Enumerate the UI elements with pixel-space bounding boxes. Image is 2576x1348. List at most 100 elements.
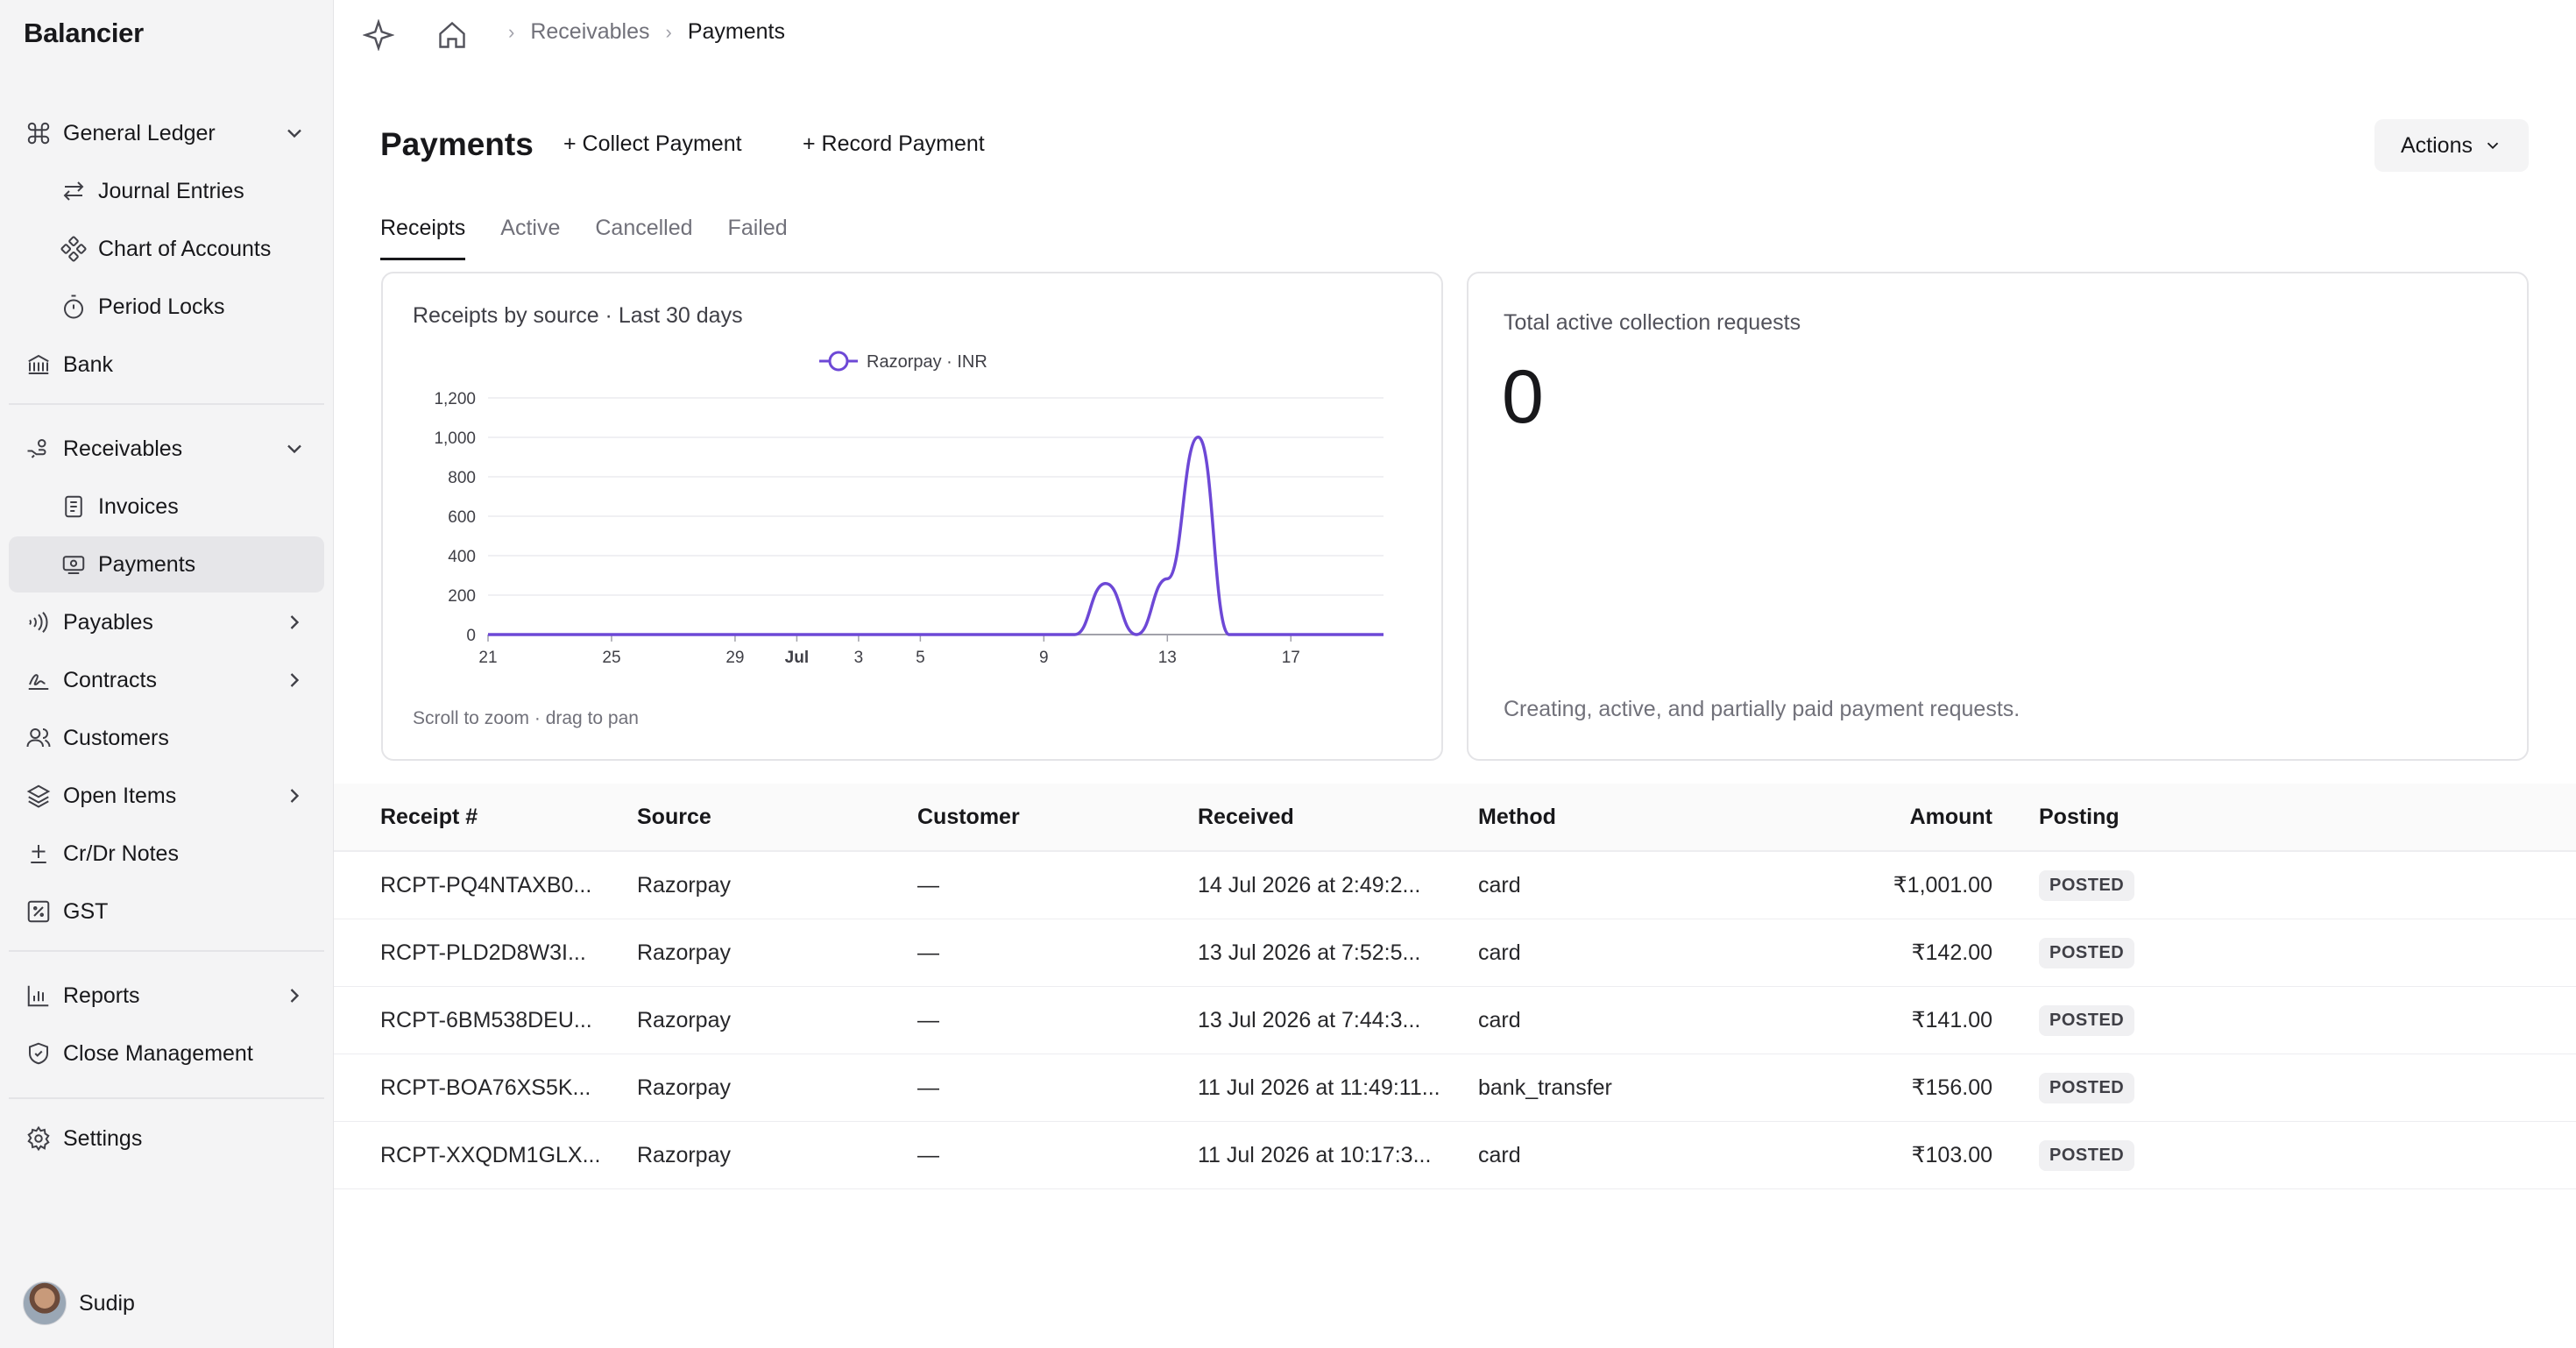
sidebar-item-journal-entries[interactable]: Journal Entries (9, 163, 324, 219)
chevron-right-icon[interactable] (282, 983, 307, 1008)
cell-method: card (1478, 1007, 1521, 1032)
signature-icon (25, 666, 53, 694)
chevron-right-icon: › (665, 20, 672, 43)
home-icon[interactable] (436, 19, 468, 51)
sidebar-item-open-items[interactable]: Open Items (9, 768, 324, 824)
sidebar-item-label: Cr/Dr Notes (63, 841, 179, 866)
sidebar-item-settings[interactable]: Settings (9, 1110, 324, 1167)
sidebar-item-payables[interactable]: Payables (9, 594, 324, 650)
document-icon (60, 493, 88, 521)
x-tick-label: 17 (1282, 649, 1300, 667)
table-row[interactable]: RCPT-BOA76XS5K... Razorpay — 11 Jul 2026 at… (334, 1054, 2576, 1122)
sidebar-item-payments[interactable]: Payments (9, 536, 324, 592)
breadcrumb-current: Payments (687, 19, 786, 44)
cell-amount: ₹156.00 (1911, 1075, 1992, 1100)
chevron-right-icon[interactable] (282, 610, 307, 635)
sidebar-item-label: Reports (63, 983, 140, 1008)
plus-minus-icon (25, 840, 53, 868)
breadcrumb: › Receivables › Payments (492, 19, 785, 45)
sidebar-item-contracts[interactable]: Contracts (9, 652, 324, 708)
y-tick-label: 1,000 (434, 429, 476, 448)
status-badge: POSTED (2039, 1139, 2135, 1171)
table-header: Receipt # Source Customer Received Metho… (334, 784, 2576, 852)
chevron-right-icon[interactable] (282, 784, 307, 808)
cell-method: card (1478, 940, 1521, 965)
cell-customer: — (917, 872, 939, 897)
sidebar-item-close-management[interactable]: Close Management (9, 1025, 324, 1082)
chevron-down-icon[interactable] (282, 436, 307, 461)
sidebar-item-label: Settings (63, 1125, 143, 1151)
sidebar-item-invoices[interactable]: Invoices (9, 479, 324, 535)
percent-square-icon (25, 897, 53, 926)
column-header-method[interactable]: Method (1478, 804, 1556, 829)
sidebar-item-label: GST (63, 898, 109, 924)
stat-footnote: Creating, active, and partially paid pay… (1504, 697, 2020, 721)
command-icon (25, 119, 53, 147)
y-tick-label: 1,200 (434, 390, 476, 408)
cell-customer: — (917, 1007, 939, 1032)
chevron-down-icon[interactable] (282, 121, 307, 145)
record-payment-button[interactable]: + Record Payment (803, 131, 985, 156)
sidebar-item-label: Payments (98, 551, 196, 577)
sidebar-item-general-ledger[interactable]: General Ledger (9, 105, 324, 161)
y-tick-label: 600 (448, 508, 476, 527)
tab-receipts[interactable]: Receipts (380, 216, 466, 260)
column-header-customer[interactable]: Customer (917, 804, 1020, 829)
chevron-right-icon[interactable] (282, 668, 307, 692)
sidebar-item-label: Bank (63, 351, 113, 377)
cell-posting-status: POSTED (2039, 1054, 2135, 1121)
sidebar-item-receivables[interactable]: Receivables (9, 421, 324, 477)
sidebar-item-gst[interactable]: GST (9, 883, 324, 940)
breadcrumb-receivables[interactable]: Receivables (530, 19, 650, 44)
cell-receipt-number: RCPT-BOA76XS5K... (380, 1075, 591, 1100)
cell-customer: — (917, 1075, 939, 1100)
table-body: RCPT-PQ4NTAXB0... Razorpay — 14 Jul 2026 at… (334, 852, 2576, 1189)
user-menu[interactable]: Sudip (23, 1281, 135, 1325)
column-header-source[interactable]: Source (637, 804, 711, 829)
sidebar: Balancier General Ledger Journal Entries… (0, 0, 334, 1348)
table-row[interactable]: RCPT-6BM538DEU... Razorpay — 13 Jul 2026 at… (334, 987, 2576, 1054)
sidebar-item-bank[interactable]: Bank (9, 337, 324, 393)
sidebar-item-cr-dr-notes[interactable]: Cr/Dr Notes (9, 826, 324, 882)
actions-dropdown[interactable]: Actions (2374, 119, 2529, 172)
sidebar-item-label: Close Management (63, 1040, 253, 1066)
layers-icon (25, 782, 53, 810)
table-row[interactable]: RCPT-PLD2D8W3I... Razorpay — 13 Jul 2026 at… (334, 919, 2576, 987)
column-header-received[interactable]: Received (1198, 804, 1294, 829)
sidebar-divider (9, 1097, 324, 1099)
cell-posting-status: POSTED (2039, 852, 2135, 919)
sidebar-divider (9, 950, 324, 952)
cell-source: Razorpay (637, 1142, 731, 1167)
column-header-posting[interactable]: Posting (2039, 804, 2120, 829)
sidebar-item-chart-of-accounts[interactable]: Chart of Accounts (9, 221, 324, 277)
cell-customer: — (917, 1142, 939, 1167)
table-row[interactable]: RCPT-PQ4NTAXB0... Razorpay — 14 Jul 2026 at… (334, 852, 2576, 919)
sidebar-item-period-locks[interactable]: Period Locks (9, 279, 324, 335)
tab-failed[interactable]: Failed (727, 216, 788, 240)
page-title: Payments (380, 126, 534, 162)
sparkle-icon[interactable] (363, 19, 394, 51)
table-row[interactable]: RCPT-XXQDM1GLX... Razorpay — 11 Jul 2026 at… (334, 1122, 2576, 1189)
column-header-amount[interactable]: Amount (1909, 804, 1992, 829)
cell-source: Razorpay (637, 1075, 731, 1100)
users-icon (25, 724, 53, 752)
tab-cancelled[interactable]: Cancelled (595, 216, 693, 240)
column-header-receipt[interactable]: Receipt # (380, 804, 478, 829)
sidebar-item-reports[interactable]: Reports (9, 968, 324, 1024)
cell-received-date: 14 Jul 2026 at 2:49:2... (1198, 872, 1421, 897)
cell-received-date: 11 Jul 2026 at 11:49:11... (1198, 1075, 1440, 1100)
cell-amount: ₹141.00 (1911, 1008, 1992, 1032)
cell-posting-status: POSTED (2039, 919, 2135, 986)
sidebar-item-label: Payables (63, 609, 153, 635)
cell-source: Razorpay (637, 1007, 731, 1032)
sidebar-item-label: General Ledger (63, 120, 216, 145)
tab-active[interactable]: Active (500, 216, 561, 240)
sidebar-item-label: Receivables (63, 436, 183, 461)
shield-check-icon (25, 1039, 53, 1068)
sidebar-item-label: Contracts (63, 667, 157, 692)
x-tick-label: 3 (854, 649, 864, 667)
x-tick-label: 5 (916, 649, 925, 667)
collect-payment-button[interactable]: + Collect Payment (563, 131, 742, 156)
sidebar-item-customers[interactable]: Customers (9, 710, 324, 766)
